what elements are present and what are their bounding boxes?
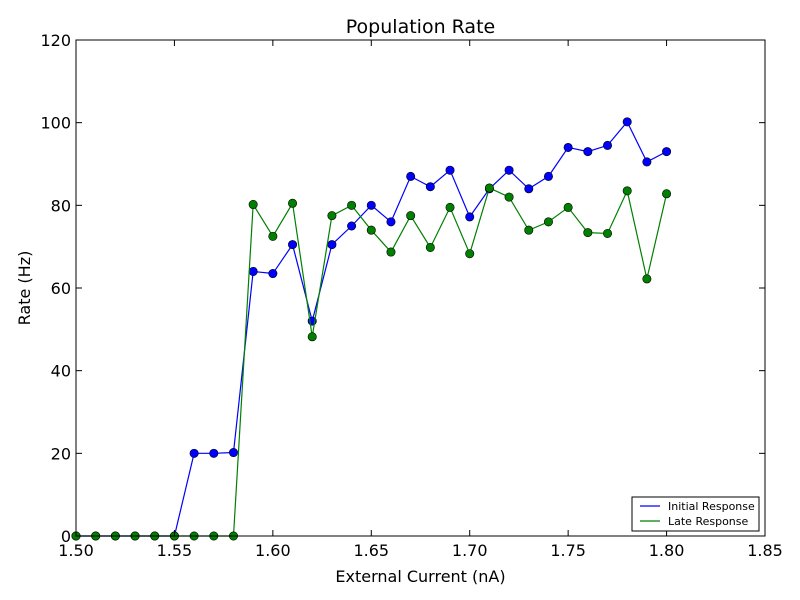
y-tick-label: 120: [40, 31, 71, 50]
data-point: [307, 332, 317, 342]
data-point: [603, 140, 613, 150]
data-point: [465, 212, 475, 222]
data-point: [603, 228, 613, 238]
data-point: [445, 202, 455, 212]
data-point: [386, 217, 396, 227]
data-point: [366, 200, 376, 210]
data-point: [642, 274, 652, 284]
x-axis-ticks: 1.50 1.55 1.60 1.65 1.70 1.75 1.80 1.85: [58, 40, 783, 560]
y-tick-label: 100: [40, 114, 71, 133]
data-point: [465, 249, 475, 259]
data-point: [484, 183, 494, 193]
data-point: [268, 269, 278, 279]
data-point: [583, 228, 593, 238]
data-point: [366, 225, 376, 235]
data-point: [622, 117, 632, 127]
y-tick-label: 80: [51, 196, 71, 215]
x-axis-label: External Current (nA): [335, 567, 505, 586]
data-point: [248, 266, 258, 276]
data-point: [347, 200, 357, 210]
data-point: [347, 221, 357, 231]
legend: Initial Response Late Response: [631, 496, 760, 532]
series-line: [76, 120, 667, 537]
data-point: [524, 225, 534, 235]
data-point: [583, 147, 593, 157]
data-point: [563, 142, 573, 152]
x-tick-label: 1.55: [157, 541, 193, 560]
plot-frame: [75, 39, 766, 537]
legend-label: Late Response: [668, 515, 749, 528]
data-point: [662, 147, 672, 157]
data-point: [622, 186, 632, 196]
data-point: [268, 231, 278, 241]
data-point: [288, 198, 298, 208]
data-point: [209, 448, 219, 458]
data-point: [189, 448, 199, 458]
x-tick-label: 1.80: [649, 541, 685, 560]
y-axis-label: Rate (Hz): [15, 251, 34, 326]
y-tick-label: 0: [61, 527, 71, 546]
data-point: [543, 171, 553, 181]
data-point: [524, 184, 534, 194]
data-point: [406, 211, 416, 221]
data-point: [288, 240, 298, 250]
y-tick-label: 60: [51, 279, 71, 298]
x-tick-label: 1.85: [747, 541, 783, 560]
data-point: [642, 157, 652, 167]
data-point: [504, 192, 514, 202]
y-axis-ticks: 0 20 40 60 80 100 120: [40, 31, 765, 546]
data-point: [425, 182, 435, 192]
data-point: [504, 165, 514, 175]
data-point: [445, 165, 455, 175]
series-line: [76, 187, 668, 537]
data-point: [543, 217, 553, 227]
x-tick-label: 1.70: [452, 541, 488, 560]
data-point: [662, 189, 672, 199]
data-point: [425, 242, 435, 252]
data-point: [327, 211, 337, 221]
chart-title: Population Rate: [346, 16, 495, 38]
series-1: [71, 183, 672, 541]
data-point: [327, 240, 337, 250]
y-tick-label: 40: [51, 362, 71, 381]
data-point: [228, 448, 238, 458]
legend-label: Initial Response: [668, 500, 755, 513]
y-tick-label: 20: [51, 444, 71, 463]
x-tick-label: 1.75: [550, 541, 586, 560]
x-tick-label: 1.65: [353, 541, 389, 560]
data-point: [386, 247, 396, 257]
data-point: [406, 171, 416, 181]
legend-box: [631, 496, 760, 532]
plot-area: [71, 117, 672, 541]
x-tick-label: 1.60: [255, 541, 291, 560]
data-point: [563, 202, 573, 212]
x-tick-label: 1.50: [58, 541, 94, 560]
series-0: [71, 117, 672, 541]
data-point: [248, 200, 258, 210]
